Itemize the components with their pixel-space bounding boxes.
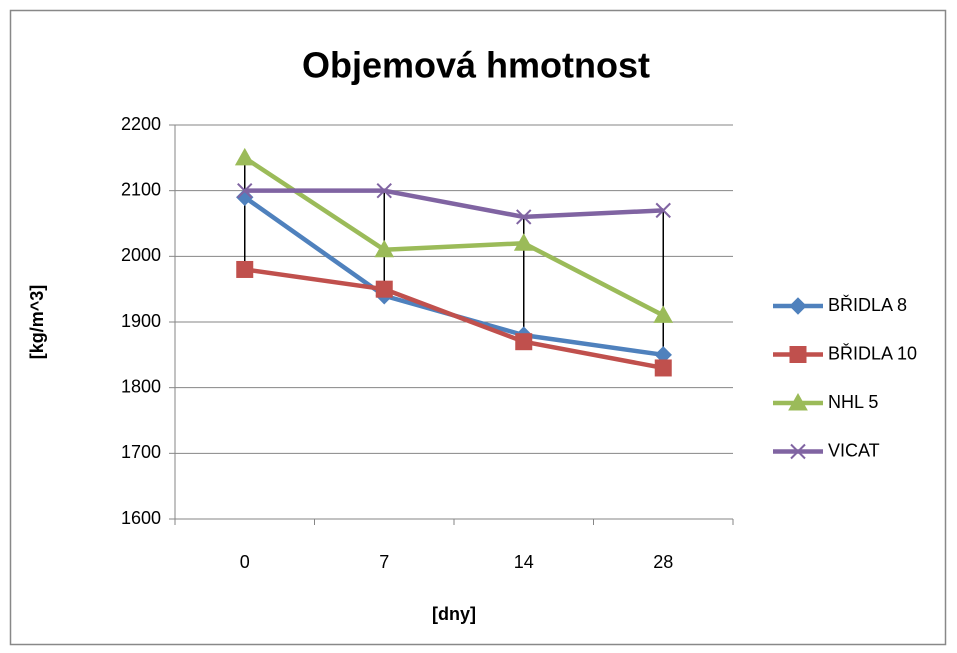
y-tick-label: 1900 xyxy=(121,311,161,331)
data-point xyxy=(234,147,255,166)
legend-label: BŘIDLA 10 xyxy=(828,343,917,363)
legend-label: VICAT xyxy=(828,440,880,460)
data-point xyxy=(516,209,532,225)
data-point xyxy=(374,239,395,258)
data-point xyxy=(654,359,672,377)
legend-marker xyxy=(788,392,808,411)
series-line xyxy=(244,188,664,220)
legend-label: BŘIDLA 8 xyxy=(828,295,907,315)
legend-marker xyxy=(789,346,807,363)
data-point xyxy=(237,182,253,199)
data-point xyxy=(515,333,533,351)
x-axis-label: [dny] xyxy=(432,604,476,624)
y-tick-label: 1700 xyxy=(121,442,161,462)
data-point xyxy=(236,260,254,278)
legend-marker xyxy=(790,443,806,460)
x-tick-label: 7 xyxy=(379,552,389,572)
y-axis-label: [kg/m^3] xyxy=(27,285,47,360)
data-point xyxy=(653,305,674,323)
legend-label: NHL 5 xyxy=(828,392,878,412)
data-point xyxy=(513,233,534,251)
y-tick-label: 2100 xyxy=(121,179,161,199)
data-point xyxy=(655,202,671,219)
x-tick-label: 28 xyxy=(653,552,673,572)
y-tick-label: 1600 xyxy=(121,508,161,528)
series-line xyxy=(244,267,664,371)
chart-border xyxy=(9,9,947,646)
x-tick-label: 14 xyxy=(514,552,534,572)
y-tick-label: 1800 xyxy=(121,376,161,396)
chart-title: Objemová hmotnost xyxy=(302,45,650,86)
x-tick-label: 0 xyxy=(240,552,250,572)
data-point xyxy=(375,280,393,298)
series-line xyxy=(243,155,665,318)
y-tick-label: 2200 xyxy=(121,114,161,134)
y-tick-label: 2000 xyxy=(121,245,161,265)
data-point xyxy=(376,182,392,199)
legend-marker xyxy=(789,297,807,315)
data-point xyxy=(236,188,254,206)
